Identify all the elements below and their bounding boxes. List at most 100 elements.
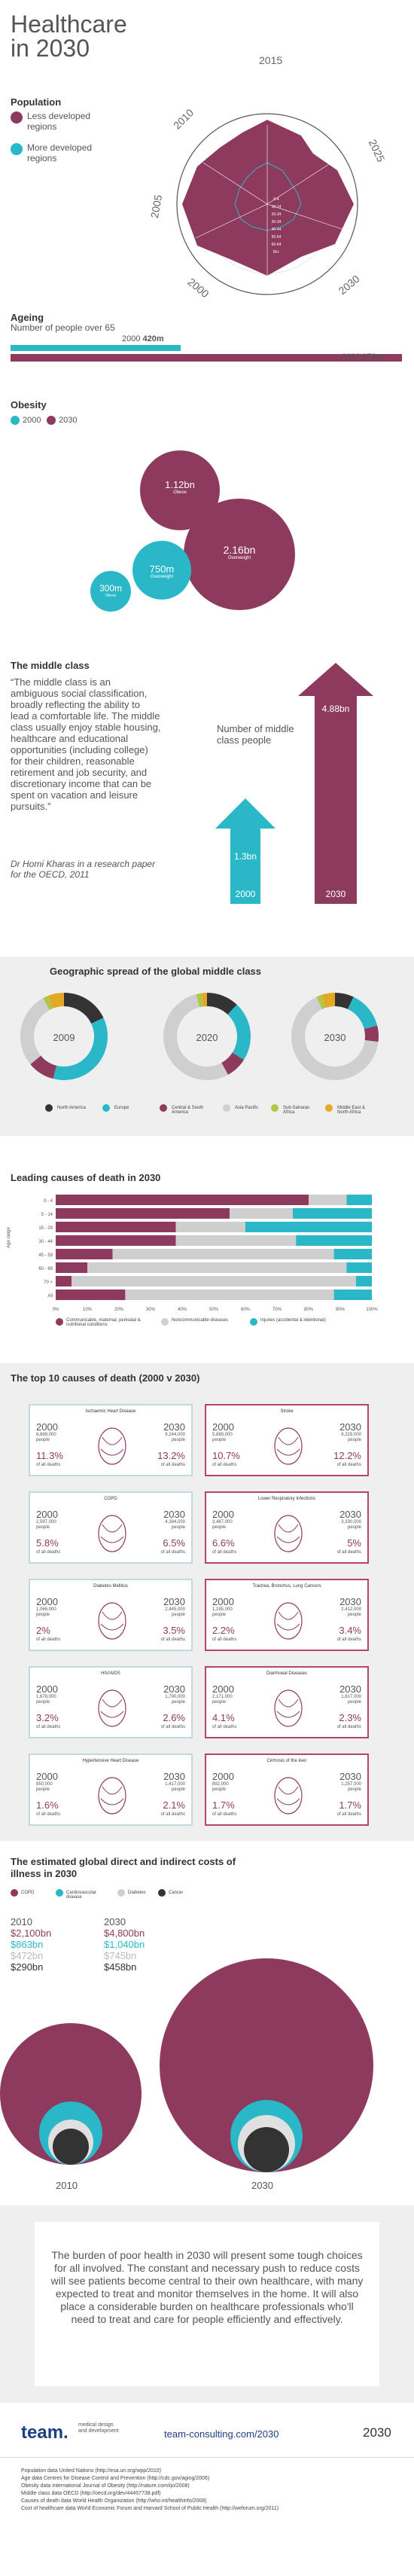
card-year: 2030 bbox=[163, 1683, 185, 1695]
donut-slice bbox=[43, 996, 53, 1010]
arrow-2000-value: 1.3bn bbox=[233, 851, 257, 862]
x-tick-label: 10% bbox=[83, 1308, 93, 1312]
row-label: 0 - 4 bbox=[44, 1199, 53, 1204]
donut-slice bbox=[316, 994, 326, 1009]
cause-bar-segment bbox=[56, 1208, 230, 1219]
organ-icon bbox=[98, 1427, 126, 1465]
legend-label: Central & South America bbox=[172, 1106, 204, 1115]
card-percent: 2% bbox=[36, 1625, 50, 1636]
row-label: All bbox=[47, 1294, 53, 1299]
cost-value: $863bn bbox=[11, 1939, 44, 1950]
x-tick-label: 0% bbox=[53, 1308, 59, 1312]
card-title: Diabetes Mellitus bbox=[93, 1584, 128, 1589]
middle-class-heading: The middle class bbox=[11, 660, 90, 671]
costs-legend: COPD Cardiovascular disease Diabetes Can… bbox=[11, 1889, 251, 1904]
cause-bar-segment bbox=[333, 1249, 372, 1259]
cause-bar-segment bbox=[309, 1195, 347, 1205]
ageing-2030-label: 2030 973m bbox=[342, 353, 384, 362]
team-logo[interactable]: team. bbox=[21, 2422, 68, 2443]
card-percent: 5.8% bbox=[36, 1537, 59, 1549]
middle-class-arrow-2030 bbox=[298, 663, 373, 904]
card-year: 2000 bbox=[212, 1509, 234, 1520]
card-percent-label: of all deaths bbox=[336, 1637, 361, 1642]
card-percent: 10.7% bbox=[212, 1450, 240, 1461]
card-percent: 2.3% bbox=[339, 1712, 361, 1723]
donut-year: 2030 bbox=[324, 1032, 346, 1043]
card-people: 1,790,000 people bbox=[165, 1695, 185, 1705]
cause-bar-segment bbox=[346, 1195, 372, 1205]
donut-slice bbox=[201, 993, 207, 1007]
donut-slice bbox=[207, 993, 237, 1015]
donut-year: 2009 bbox=[53, 1032, 75, 1043]
website-link[interactable]: team-consulting.com/2030 bbox=[164, 2428, 279, 2440]
spread-donut-charts bbox=[20, 993, 379, 1080]
page-title: Healthcare in 2030 bbox=[11, 12, 127, 60]
title-line1: Healthcare bbox=[11, 11, 127, 38]
legend-swatch bbox=[160, 1104, 167, 1112]
card-percent-label: of all deaths bbox=[160, 1725, 185, 1729]
legend-swatch bbox=[45, 1104, 53, 1112]
card-percent: 4.1% bbox=[212, 1712, 235, 1723]
legend-swatch-less bbox=[11, 111, 23, 124]
age-label: 65+ bbox=[272, 250, 280, 255]
organ-icon bbox=[274, 1689, 303, 1727]
donut-slice bbox=[20, 998, 50, 1064]
card-year: 2000 bbox=[212, 1421, 234, 1433]
card-year: 2030 bbox=[339, 1683, 361, 1695]
cause-bar-segment bbox=[56, 1262, 87, 1273]
title-line2: in 2030 bbox=[11, 35, 90, 62]
row-label: 15 - 29 bbox=[38, 1226, 53, 1231]
obesity-heading: Obesity bbox=[11, 399, 47, 411]
legend-label: Diabetes bbox=[128, 1891, 146, 1895]
donut-slice bbox=[221, 1052, 244, 1075]
card-percent-label: of all deaths bbox=[336, 1463, 361, 1467]
ageing-2030-year: 2030 bbox=[342, 353, 361, 362]
ageing-heading: Ageing bbox=[11, 312, 44, 323]
cost-value: $2,100bn bbox=[11, 1927, 52, 1939]
cost-value: $745bn bbox=[104, 1950, 137, 1961]
legend-swatch bbox=[158, 1889, 166, 1897]
row-label: 5 - 14 bbox=[41, 1213, 53, 1217]
card-people: 4,384,000 people bbox=[165, 1520, 185, 1530]
cost-value: $472bn bbox=[11, 1950, 44, 1961]
bubble-value: 300m bbox=[99, 583, 123, 594]
arrow-2030-year: 2030 bbox=[325, 889, 346, 899]
card-percent: 6.5% bbox=[163, 1537, 185, 1549]
legend-swatch-more bbox=[11, 143, 23, 155]
cause-bar-segment bbox=[56, 1249, 113, 1259]
bubble-value: 1.12bn bbox=[165, 479, 195, 490]
cause-card: Hypertensive Heart Disease 2000 850,000 … bbox=[29, 1753, 193, 1826]
card-percent-label: of all deaths bbox=[336, 1725, 361, 1729]
x-tick-label: 20% bbox=[114, 1308, 124, 1312]
top10-heading: The top 10 causes of death (2000 v 2030) bbox=[11, 1372, 200, 1384]
card-title: Trachea, Bronchus, Lung Cancers bbox=[252, 1584, 321, 1589]
footer-divider bbox=[0, 2457, 414, 2458]
card-percent-label: of all deaths bbox=[160, 1812, 185, 1817]
card-year: 2000 bbox=[212, 1596, 234, 1607]
card-people: 850,000 people bbox=[36, 1782, 53, 1792]
organ-icon bbox=[274, 1777, 303, 1814]
legend-swatch bbox=[223, 1104, 230, 1112]
card-percent: 5% bbox=[347, 1537, 361, 1549]
closing-box bbox=[35, 2222, 379, 2386]
card-people: 5,889,000 people bbox=[212, 1433, 233, 1442]
card-people: 8,329,000 people bbox=[341, 1433, 361, 1442]
card-year: 2030 bbox=[339, 1509, 361, 1520]
cause-bar-segment bbox=[175, 1222, 245, 1232]
obesity-bubble-2000-obese bbox=[90, 571, 131, 612]
obesity-legend-2000-swatch bbox=[11, 416, 20, 425]
x-tick-label: 60% bbox=[241, 1308, 251, 1312]
legend-label: Asia Pacific bbox=[235, 1106, 259, 1110]
card-percent-label: of all deaths bbox=[212, 1812, 237, 1817]
card-people: 892,000 people bbox=[212, 1782, 229, 1792]
ageing-2030-value: 973m bbox=[362, 353, 384, 362]
age-label: 0-4 bbox=[273, 197, 279, 202]
obesity-legend-2000: 2000 bbox=[23, 416, 41, 425]
obesity-label: 1.12bn Obese bbox=[140, 479, 220, 495]
legend-label: North America bbox=[57, 1106, 87, 1110]
cause-card: Diarrhoeal Diseases 2000 2,171,000 peopl… bbox=[205, 1666, 369, 1738]
costs-year: 2010 bbox=[11, 1916, 32, 1927]
x-tick-label: 70% bbox=[272, 1308, 282, 1312]
bubble-value: 2.16bn bbox=[223, 544, 256, 556]
card-people: 2,171,000 people bbox=[212, 1695, 233, 1705]
